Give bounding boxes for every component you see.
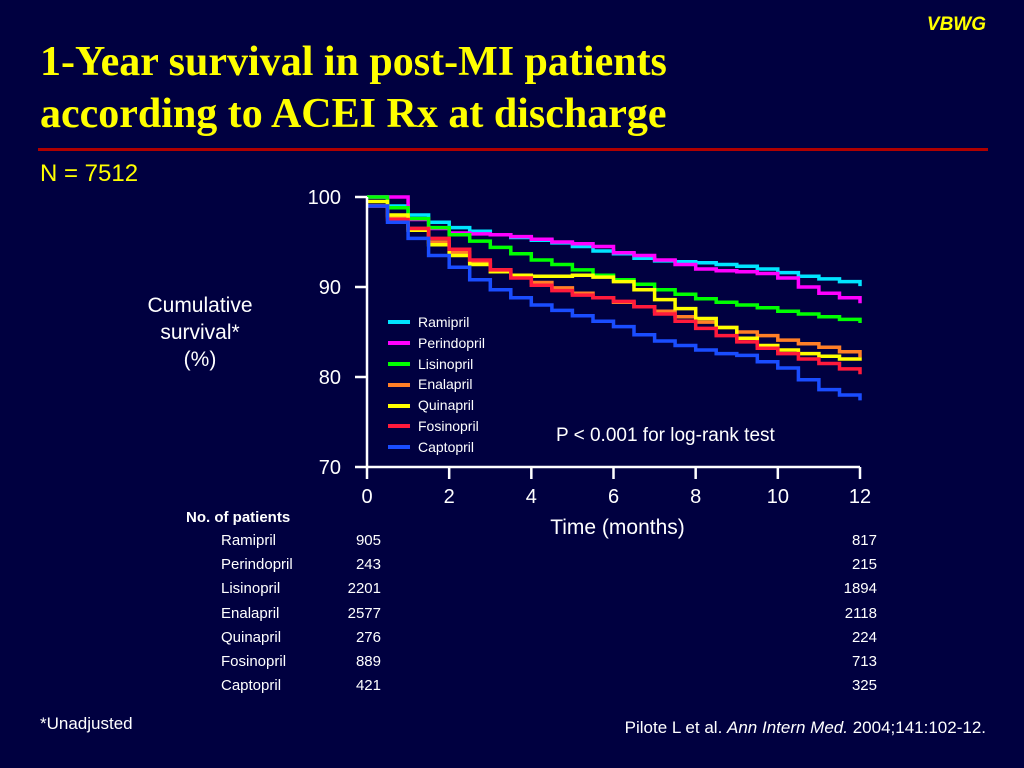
- patients-drug-name: Quinapril: [221, 628, 282, 646]
- legend-swatch: [388, 382, 410, 387]
- series-line-lisinopril: [367, 195, 862, 323]
- patients-table-row: Lisinopril 2201 1894: [221, 580, 881, 604]
- legend-swatch: [388, 320, 410, 325]
- patients-start-count: 889: [355, 652, 381, 670]
- patients-table-row: Fosinopril 889 713: [221, 653, 881, 677]
- title-line-2: according to ACEI Rx at discharge: [40, 91, 667, 137]
- y-tick-label: 80: [319, 367, 341, 389]
- y-axis-label-line-3: (%): [183, 348, 217, 371]
- patients-end-count: 2118: [844, 604, 877, 622]
- x-tick-label: 8: [690, 486, 701, 508]
- series-line-fosinopril: [367, 204, 862, 375]
- citation-authors: Pilote L et al.: [624, 718, 728, 737]
- legend-label: Captopril: [418, 438, 475, 455]
- series-layer: [367, 195, 862, 401]
- patients-drug-name: Lisinopril: [221, 580, 281, 598]
- y-axis-label-line-1: Cumulative: [147, 294, 253, 317]
- citation-details: 2004;141:102-12.: [847, 718, 986, 737]
- legend-swatch: [388, 424, 410, 429]
- citation-journal: Ann Intern Med.: [727, 718, 848, 737]
- p-value-annotation: P < 0.001 for log-rank test: [556, 425, 775, 446]
- patients-end-count: 817: [851, 532, 877, 549]
- sample-size-label: N = 7512: [40, 160, 139, 187]
- legend-label: Lisinopril: [418, 355, 474, 372]
- patients-table-row: Ramipril 905 817: [221, 532, 881, 556]
- patients-drug-name: Perindopril: [221, 556, 293, 574]
- series-line-quinapril: [367, 199, 862, 361]
- patients-table-row: Enalapril 2577 2118: [221, 605, 881, 629]
- x-tick-label: 12: [849, 486, 871, 508]
- legend-item-lisinopril: Lisinopril: [388, 354, 485, 375]
- legend-item-perindopril: Perindopril: [388, 333, 485, 354]
- patients-table-row: Quinapril 276 224: [221, 629, 881, 653]
- patients-drug-name: Enalapril: [221, 604, 280, 622]
- slide-title: 1-Year survival in post-MI patients acco…: [40, 36, 667, 140]
- patients-table: Ramipril 905 817 Perindopril 243 215 Lisinopri…: [221, 532, 881, 701]
- title-divider: [38, 148, 988, 151]
- y-tick-label: 90: [319, 277, 341, 299]
- title-line-1: 1-Year survival in post-MI patients: [40, 39, 667, 85]
- survival-chart: 70 80 90 100 0 2 4 6 8 10 12 Time (months): [308, 187, 872, 539]
- legend-label: Perindopril: [418, 334, 485, 351]
- legend-swatch: [388, 403, 410, 408]
- legend-item-ramipril: Ramipril: [388, 312, 485, 333]
- patients-table-row: Perindopril 243 215: [221, 556, 881, 580]
- x-axis-label: Time (months): [550, 516, 685, 539]
- patients-end-count: 325: [851, 677, 877, 695]
- patients-start-count: 243: [355, 556, 381, 574]
- patients-start-count: 276: [355, 628, 381, 646]
- patients-end-count: 224: [851, 628, 877, 646]
- legend-label: Fosinopril: [418, 417, 479, 434]
- legend-label: Enalapril: [418, 376, 473, 393]
- patients-end-count: 713: [851, 652, 877, 670]
- legend-label: Ramipril: [418, 314, 470, 330]
- patients-start-count: 2577: [347, 604, 381, 622]
- x-tick-label: 10: [767, 486, 789, 508]
- patients-start-count: 2201: [347, 580, 381, 598]
- y-tick-label: 100: [308, 187, 341, 209]
- y-axis-label: Cumulative survival* (%): [118, 292, 282, 373]
- patients-end-count: 215: [851, 556, 877, 574]
- y-tick-label: 70: [319, 457, 341, 479]
- patients-drug-name: Captopril: [221, 677, 282, 695]
- patients-table-title: No. of patients: [186, 509, 291, 526]
- patients-drug-name: Ramipril: [221, 532, 277, 549]
- x-tick-label: 0: [361, 486, 372, 508]
- x-tick-label: 2: [444, 486, 455, 508]
- chart-legend: Ramipril Perindopril Lisinopril Enalapril Qu…: [388, 312, 485, 458]
- legend-label: Quinapril: [418, 397, 475, 414]
- citation: Pilote L et al. Ann Intern Med. 2004;141…: [625, 718, 986, 738]
- x-tick-label: 4: [526, 486, 537, 508]
- patients-start-count: 421: [355, 677, 381, 695]
- patients-drug-name: Fosinopril: [221, 652, 287, 670]
- series-line-captopril: [367, 204, 862, 401]
- legend-item-captopril: Captopril: [388, 437, 485, 458]
- legend-item-fosinopril: Fosinopril: [388, 416, 485, 437]
- patients-end-count: 1894: [843, 580, 877, 598]
- patients-start-count: 905: [355, 532, 381, 549]
- series-line-perindopril: [367, 195, 862, 304]
- legend-swatch: [388, 445, 410, 450]
- axes-layer: 70 80 90 100 0 2 4 6 8 10 12 Time (months): [308, 187, 872, 539]
- legend-item-enalapril: Enalapril: [388, 374, 485, 395]
- patients-table-row: Captopril 421 325: [221, 677, 881, 701]
- footnote: *Unadjusted: [40, 714, 133, 733]
- legend-item-quinapril: Quinapril: [388, 395, 485, 416]
- legend-swatch: [388, 341, 410, 346]
- y-axis-label-line-2: survival*: [160, 321, 240, 344]
- brand-logo: VBWG: [926, 14, 986, 35]
- legend-swatch: [388, 361, 410, 366]
- x-tick-label: 6: [608, 486, 619, 508]
